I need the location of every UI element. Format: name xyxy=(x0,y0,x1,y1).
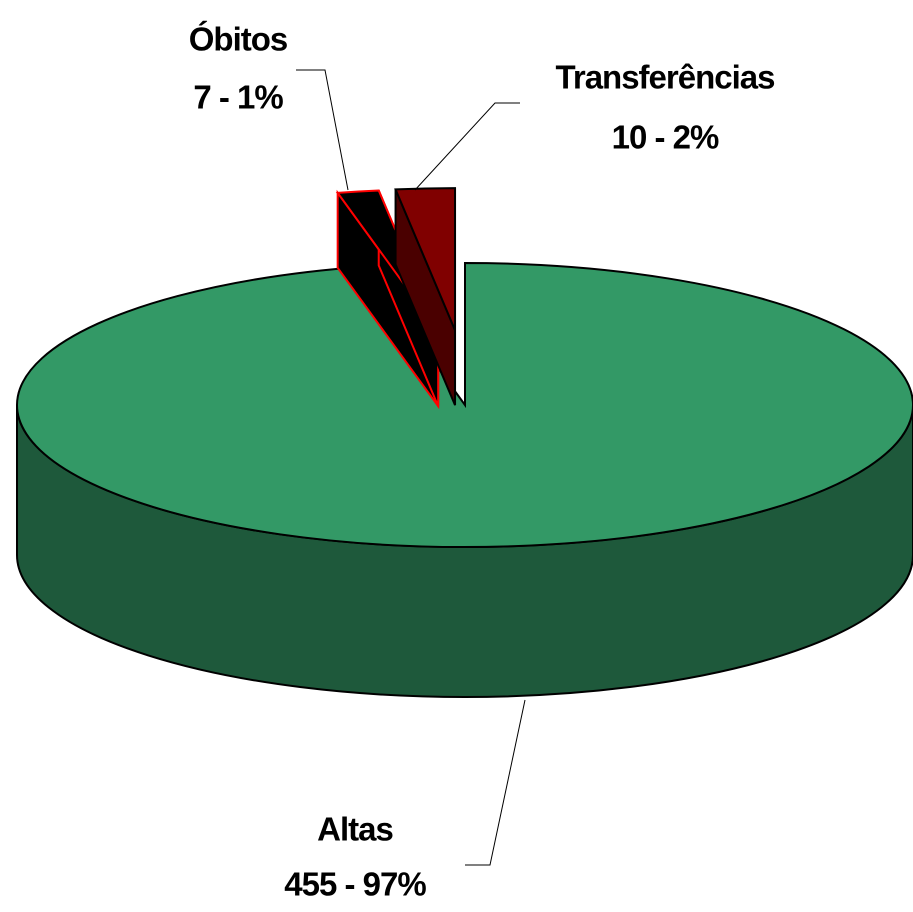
pie-slice xyxy=(394,187,457,331)
value-label: 10 - 2% xyxy=(612,119,719,156)
leader-line xyxy=(414,102,520,191)
slice-label: Transferências xyxy=(556,59,775,96)
pie-slice xyxy=(16,261,913,548)
slice-label: Altas xyxy=(317,811,393,848)
value-label: 7 - 1% xyxy=(193,79,283,116)
leader-line xyxy=(296,69,349,191)
slice-label: Óbitos xyxy=(189,21,288,58)
leader-line xyxy=(465,699,526,866)
value-label: 455 - 97% xyxy=(284,866,426,903)
